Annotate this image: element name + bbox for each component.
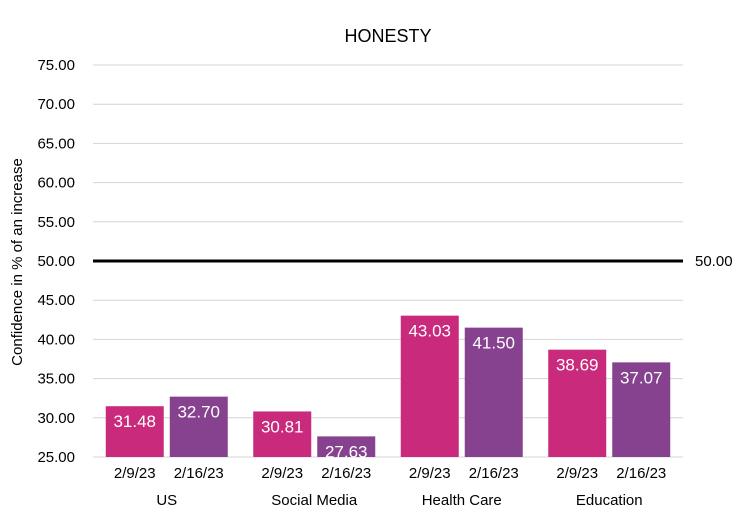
- bar: [253, 411, 312, 457]
- bar-date-label: 2/16/23: [469, 465, 519, 482]
- bar-date-label: 2/9/23: [409, 465, 451, 482]
- bar-value-label: 43.03: [408, 322, 451, 341]
- bar-date-label: 2/9/23: [261, 465, 303, 482]
- bars: 31.48 32.70 30.81 27.63 43.03 41.50 38.69 37.07: [105, 315, 671, 461]
- bar: [400, 315, 459, 457]
- bar: [105, 406, 164, 457]
- bar-value-label: 27.63: [325, 442, 368, 461]
- bar-date-label: 2/16/23: [616, 465, 666, 482]
- y-tick-label: 65.00: [37, 135, 75, 152]
- reference-line-group: 50.00: [93, 253, 733, 270]
- bar-date-label: 2/9/23: [114, 465, 156, 482]
- bar-date-label: 2/16/23: [174, 465, 224, 482]
- bar: [548, 349, 607, 457]
- bar-date-label: 2/16/23: [321, 465, 371, 482]
- bar-value-label: 37.07: [620, 368, 663, 387]
- bar: [612, 362, 671, 457]
- group-label: US: [156, 492, 177, 509]
- bar-value-label: 31.48: [113, 412, 156, 431]
- bar-value-label: 38.69: [556, 356, 599, 375]
- y-tick-label: 50.00: [37, 253, 75, 270]
- group-label: Education: [576, 492, 643, 509]
- bar-value-label: 32.70: [177, 403, 220, 422]
- y-tick-label: 55.00: [37, 214, 75, 231]
- bar: [464, 327, 523, 457]
- bar-date-label: 2/9/23: [556, 465, 598, 482]
- bar: [317, 436, 376, 457]
- y-tick-label: 40.00: [37, 331, 75, 348]
- y-tick-label: 45.00: [37, 292, 75, 309]
- chart-title: HONESTY: [344, 26, 431, 46]
- y-tick-label: 35.00: [37, 371, 75, 388]
- y-axis-label: Confidence in % of an increase: [9, 158, 26, 366]
- reference-line-label: 50.00: [695, 253, 733, 270]
- group-label: Social Media: [271, 492, 358, 509]
- y-tick-label: 70.00: [37, 96, 75, 113]
- bar: [169, 396, 228, 457]
- y-tick-label: 60.00: [37, 175, 75, 192]
- y-tick-label: 75.00: [37, 57, 75, 74]
- bar-value-label: 30.81: [261, 417, 304, 436]
- y-tick-label: 30.00: [37, 410, 75, 427]
- y-tick-label: 25.00: [37, 449, 75, 466]
- bar-value-label: 41.50: [472, 334, 515, 353]
- y-axis-ticks: 75.00 70.00 65.00 60.00 55.00 50.00 45.00 40.00…: [37, 57, 75, 466]
- group-label: Health Care: [422, 492, 502, 509]
